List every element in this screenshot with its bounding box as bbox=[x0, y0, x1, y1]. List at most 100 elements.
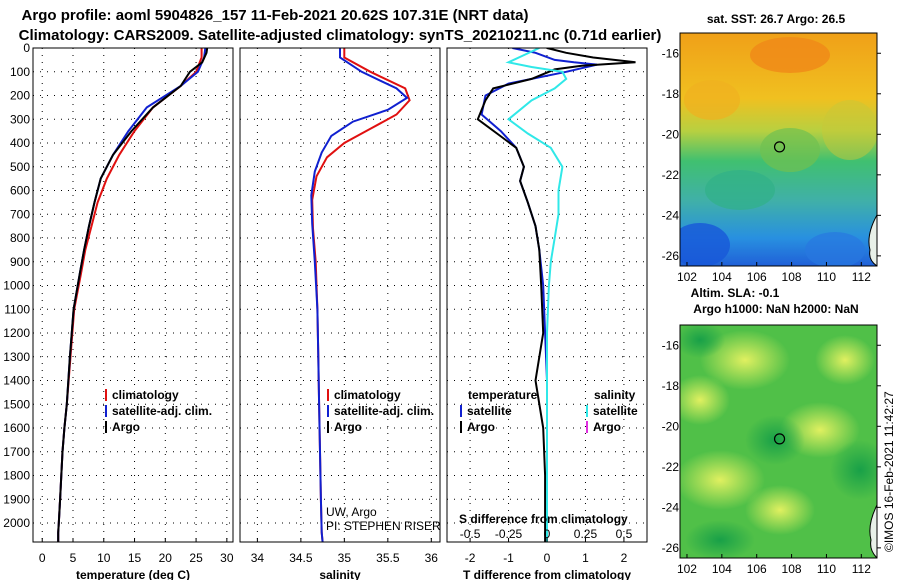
y-tick-label: 0 bbox=[23, 41, 30, 55]
y-tick-label: 700 bbox=[10, 207, 30, 221]
map-x-tick-label: 112 bbox=[852, 270, 871, 284]
secondary-tick-label: -0.25 bbox=[495, 527, 523, 541]
map-y-tick-label: -24 bbox=[662, 208, 680, 222]
map-y-tick-label: -22 bbox=[662, 168, 680, 182]
map-y-tick-label: -22 bbox=[662, 460, 680, 474]
header-line-1: Argo profile: aoml 5904826_157 11-Feb-20… bbox=[22, 7, 529, 24]
secondary-tick-label: 0 bbox=[544, 527, 551, 541]
map-y-tick-label: -18 bbox=[662, 87, 680, 101]
x-tick-label: 10 bbox=[97, 551, 111, 565]
y-tick-label: 1600 bbox=[3, 421, 30, 435]
plot-frame bbox=[239, 47, 441, 543]
plot-frame bbox=[32, 47, 234, 543]
legend-swatch-t-satellite bbox=[460, 405, 462, 417]
map-bottom-axes: 102 104 106 108 110 112 -16 -18 -20 -22 -24 -26 bbox=[662, 338, 881, 576]
x-tick-label: -2 bbox=[465, 551, 476, 565]
y-tick-label: 2000 bbox=[3, 516, 30, 530]
series-line-climatology bbox=[57, 48, 203, 542]
salinity-legend: climatology satellite-adj. clim. Argo bbox=[327, 388, 434, 434]
y-tick-label: 100 bbox=[10, 65, 30, 79]
legend-swatch-satellite bbox=[327, 405, 329, 417]
x-tick-label: 34 bbox=[251, 551, 265, 565]
map-x-tick-label: 110 bbox=[817, 270, 836, 284]
legend-swatch-argo bbox=[327, 421, 329, 433]
legend-swatch-satellite bbox=[105, 405, 107, 417]
y-tick-label: 200 bbox=[10, 89, 30, 103]
series-line-satellite-adj-clim- bbox=[57, 48, 207, 542]
map-x-tick-label: 104 bbox=[712, 562, 732, 576]
legend-label-s-argo: Argo bbox=[593, 420, 621, 434]
y-tick-label: 800 bbox=[10, 231, 30, 245]
secondary-tick-label: 0.5 bbox=[616, 527, 633, 541]
x-axis-label: salinity bbox=[319, 568, 361, 580]
y-tick-label: 1500 bbox=[3, 397, 30, 411]
x-tick-label: 20 bbox=[159, 551, 173, 565]
map-y-tick-label: -16 bbox=[662, 46, 680, 60]
legend-swatch-t-argo bbox=[460, 421, 462, 433]
secondary-tick-label: -0.5 bbox=[460, 527, 481, 541]
map-x-tick-label: 104 bbox=[712, 270, 732, 284]
y-tick-label: 1000 bbox=[3, 279, 30, 293]
difference-legend-temperature: temperature satellite Argo bbox=[460, 388, 538, 434]
x-tick-label: 35.5 bbox=[376, 551, 400, 565]
temperature-legend: climatology satellite-adj. clim. Argo bbox=[105, 388, 212, 434]
argo-location-marker bbox=[773, 433, 786, 445]
credit-line-2: PI: STEPHEN RISER bbox=[326, 519, 441, 533]
legend-label-argo: Argo bbox=[334, 420, 362, 434]
map-x-tick-label: 102 bbox=[677, 562, 697, 576]
y-tick-label: 600 bbox=[10, 184, 30, 198]
legend-label-t-satellite: satellite bbox=[467, 404, 512, 418]
x-tick-label: 25 bbox=[189, 551, 203, 565]
legend-swatch-s-satellite bbox=[586, 405, 588, 417]
map-y-tick-label: -18 bbox=[662, 379, 680, 393]
y-tick-label: 1200 bbox=[3, 326, 30, 340]
map-bottom-frame bbox=[679, 324, 878, 559]
salinity-panel: 34 34.5 35 35.5 36 salinity bbox=[239, 47, 441, 580]
legend-swatch-s-argo bbox=[586, 421, 588, 433]
y-tick-label: 900 bbox=[10, 255, 30, 269]
secondary-axis-title: S difference from climatology bbox=[459, 512, 628, 526]
series-group bbox=[476, 48, 636, 542]
y-tick-label: 1100 bbox=[4, 302, 30, 316]
y-tick-label: 1300 bbox=[3, 350, 30, 364]
map-top-frame bbox=[679, 32, 878, 267]
map-y-tick-label: -20 bbox=[662, 419, 680, 433]
y-tick-label: 300 bbox=[10, 112, 30, 126]
legend-swatch-climatology bbox=[327, 389, 329, 401]
y-tick-label: 1400 bbox=[3, 374, 30, 388]
temperature-panel: 0 5 10 15 20 25 30 temperature (deg C) 0 100 200 30… bbox=[3, 41, 234, 580]
coastline bbox=[868, 214, 877, 266]
legend-swatch-argo bbox=[105, 421, 107, 433]
legend-label-satellite: satellite-adj. clim. bbox=[334, 404, 434, 418]
y-tick-label: 500 bbox=[10, 160, 30, 174]
map-y-tick-label: -26 bbox=[662, 541, 680, 555]
map-x-tick-label: 102 bbox=[677, 270, 697, 284]
legend-swatch-climatology bbox=[105, 389, 107, 401]
x-tick-label: 0 bbox=[39, 551, 46, 565]
x-tick-label: 5 bbox=[70, 551, 77, 565]
x-tick-label: -1 bbox=[503, 551, 514, 565]
legend-label-climatology: climatology bbox=[112, 388, 179, 402]
legend-label-t-argo: Argo bbox=[467, 420, 495, 434]
map-x-tick-label: 106 bbox=[747, 270, 767, 284]
map-top-axes: 102 104 106 108 110 112 -16 -18 -20 -22 -24 -26 bbox=[662, 46, 881, 284]
map-y-tick-label: -16 bbox=[662, 338, 680, 352]
series-group bbox=[310, 48, 411, 542]
map-x-tick-label: 110 bbox=[817, 562, 836, 576]
x-tick-label: 34.5 bbox=[289, 551, 313, 565]
legend-label-argo: Argo bbox=[112, 420, 140, 434]
series-line-s-satellite bbox=[505, 48, 568, 542]
y-tick-label: 1700 bbox=[3, 445, 30, 459]
series-group bbox=[57, 48, 209, 542]
legend-title-salinity: salinity bbox=[594, 388, 636, 402]
y-tick-label: 1800 bbox=[3, 469, 30, 483]
secondary-tick-label: 0.25 bbox=[574, 527, 598, 541]
map-bottom-image bbox=[680, 325, 877, 558]
y-tick-label: 1900 bbox=[3, 492, 30, 506]
header-line-2: Climatology: CARS2009. Satellite-adjuste… bbox=[19, 27, 662, 44]
y-tick-label: 400 bbox=[10, 136, 30, 150]
argo-location-marker bbox=[773, 141, 786, 153]
map-top-image bbox=[680, 33, 877, 266]
series-line-satellite-adj-clim- bbox=[310, 48, 409, 542]
